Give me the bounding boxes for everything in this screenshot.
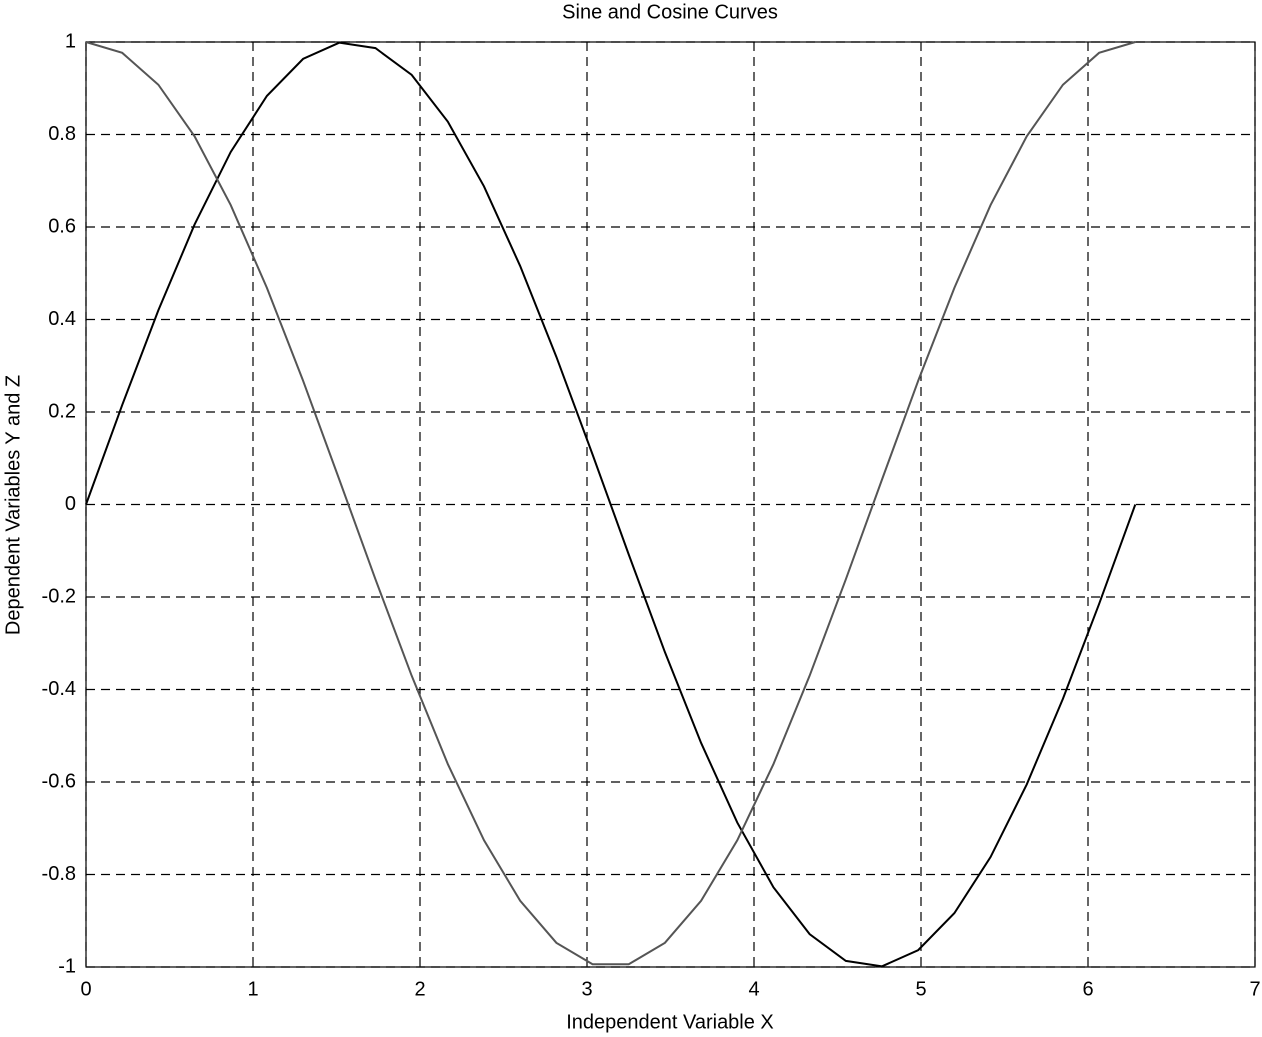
y-tick-label: 0.6 [48, 215, 76, 237]
y-tick-label: -0.6 [42, 770, 76, 792]
line-series [85, 41, 1136, 966]
y-tick-label: 0 [65, 493, 76, 515]
x-tick-label: 0 [80, 978, 91, 1000]
y-tick-label: -1 [58, 955, 76, 977]
y-tick-label: -0.4 [42, 678, 76, 700]
y-tick-label: 0.8 [48, 123, 76, 145]
x-tick-label: 6 [1082, 978, 1093, 1000]
y-tick-label: 0.2 [48, 400, 76, 422]
x-tick-label: 4 [748, 978, 759, 1000]
y-tick-label: -0.8 [42, 863, 76, 885]
x-axis-label: Independent Variable X [566, 1011, 774, 1033]
x-tick-label: 7 [1249, 978, 1260, 1000]
x-tick-label: 5 [915, 978, 926, 1000]
line-series [85, 41, 1137, 968]
chart-title: Sine and Cosine Curves [562, 1, 778, 23]
y-tick-label: 1 [65, 30, 76, 52]
y-tick-label: 0.4 [48, 308, 76, 330]
x-tick-label: 1 [247, 978, 258, 1000]
y-tick-label: -0.2 [42, 585, 76, 607]
x-tick-label: 2 [414, 978, 425, 1000]
y-axis-label: Dependent Variables Y and Z [2, 375, 24, 635]
x-tick-label: 3 [581, 978, 592, 1000]
